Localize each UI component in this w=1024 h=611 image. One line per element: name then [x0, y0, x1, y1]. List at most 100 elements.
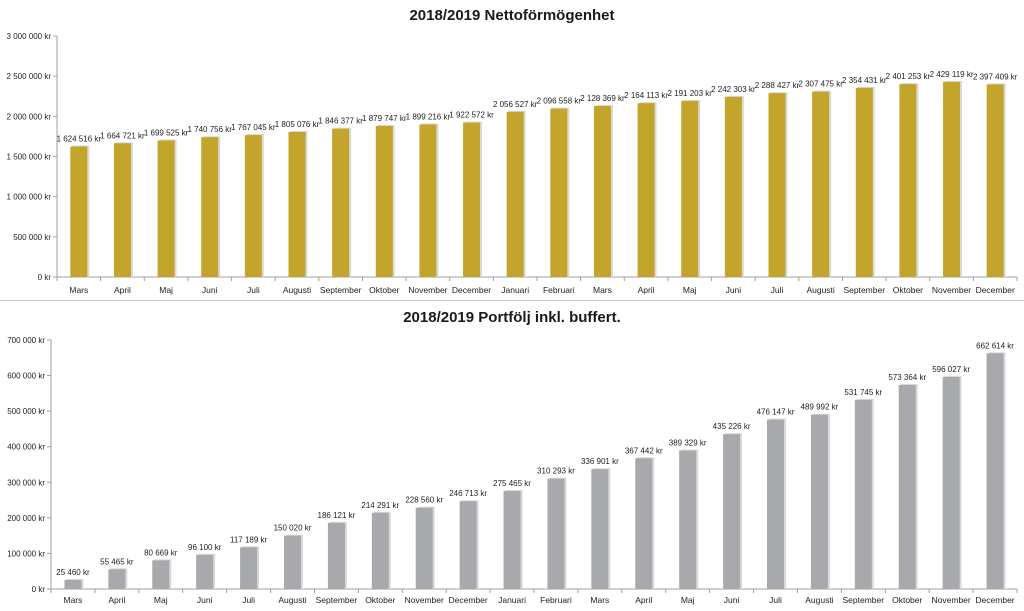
x-tick-label: Februari [540, 595, 572, 605]
x-tick-label: Oktober [369, 285, 399, 295]
data-label: 2 128 369 kr [580, 94, 625, 103]
bar [547, 478, 565, 589]
data-label: 25 460 kr [56, 568, 90, 577]
data-label: 55 465 kr [100, 557, 134, 566]
data-label: 1 664 721 kr [100, 131, 145, 140]
x-tick-label: December [976, 285, 1015, 295]
data-label: 2 354 431 kr [842, 76, 887, 85]
bar [810, 414, 828, 589]
bar [593, 106, 611, 277]
x-tick-label: Augusti [806, 285, 834, 295]
bar [327, 522, 345, 589]
data-label: 1 922 572 kr [449, 111, 494, 120]
x-tick-label: November [408, 285, 447, 295]
y-tick-label: 1 000 000 kr [7, 193, 52, 202]
bar [415, 507, 433, 589]
y-tick-label: 200 000 kr [7, 514, 45, 523]
data-label: 310 293 kr [537, 467, 575, 476]
bar [157, 140, 175, 277]
y-tick-label: 500 000 kr [13, 233, 51, 242]
y-tick-label: 700 000 kr [7, 336, 45, 345]
data-label: 117 189 kr [230, 535, 268, 544]
x-tick-label: April [635, 595, 652, 605]
bar [459, 501, 477, 589]
bar [724, 96, 742, 278]
data-label: 2 096 558 kr [537, 97, 582, 106]
x-tick-label: Juli [769, 595, 782, 605]
bar-chart-svg: 0 kr 100 000 kr 200 000 kr 300 000 kr 400 00… [7, 336, 1018, 605]
bar [419, 124, 437, 277]
data-label: 2 191 203 kr [667, 89, 712, 98]
data-label: 489 992 kr [801, 403, 839, 412]
data-label: 1 624 516 kr [57, 134, 102, 143]
bar [898, 385, 916, 589]
y-tick-label: 1 500 000 kr [7, 153, 52, 162]
x-tick-label: December [452, 285, 491, 295]
x-tick-label: Januari [498, 595, 526, 605]
data-label: 2 397 409 kr [973, 72, 1018, 81]
y-tick-label: 500 000 kr [7, 407, 45, 416]
x-tick-label: Januari [501, 285, 529, 295]
bar [284, 535, 301, 589]
data-label: 1 805 076 kr [275, 120, 320, 129]
x-tick-label: December [449, 595, 488, 605]
data-label: 2 288 427 kr [755, 81, 800, 90]
x-tick-label: Juli [771, 285, 784, 295]
x-tick-label: September [843, 285, 885, 295]
x-tick-label: November [405, 595, 444, 605]
data-label: 2 164 113 kr [624, 91, 668, 100]
data-label: 367 442 kr [625, 446, 663, 455]
x-tick-label: Mars [590, 595, 609, 605]
bar [768, 93, 786, 278]
x-tick-label: Augusti [805, 595, 833, 605]
data-label: 435 226 kr [713, 422, 751, 431]
bar [591, 469, 609, 589]
x-tick-label: Februari [543, 285, 575, 295]
bar [152, 560, 170, 589]
bar [637, 103, 655, 277]
bar [679, 450, 697, 589]
data-label: 186 121 kr [318, 511, 356, 520]
y-tick-label: 400 000 kr [7, 443, 45, 452]
x-tick-label: Juli [247, 285, 260, 295]
bar [108, 569, 126, 589]
x-tick-label: September [320, 285, 362, 295]
bar [943, 81, 961, 277]
y-tick-label: 2 000 000 kr [7, 112, 52, 121]
bar [812, 91, 830, 277]
bar [767, 419, 784, 589]
bar [240, 547, 258, 589]
x-tick-label: Oktober [893, 285, 923, 295]
data-label: 2 401 253 kr [886, 72, 931, 81]
data-label: 96 100 kr [188, 543, 222, 552]
bar [70, 146, 88, 277]
x-tick-label: Mars [69, 285, 88, 295]
x-tick-label: September [316, 595, 358, 605]
bar [986, 353, 1004, 589]
bar [371, 512, 389, 589]
data-label: 662 614 kr [976, 341, 1014, 350]
x-tick-label: Juni [726, 285, 742, 295]
bar [244, 135, 262, 277]
x-tick-label: December [975, 595, 1014, 605]
data-label: 531 745 kr [844, 388, 882, 397]
bar [854, 399, 872, 589]
data-label: 1 846 377 kr [318, 117, 363, 126]
x-tick-label: Mars [593, 285, 612, 295]
data-label: 2 056 527 kr [493, 100, 538, 109]
x-tick-label: September [843, 595, 885, 605]
bar [899, 84, 917, 278]
bar [942, 376, 960, 589]
x-tick-label: April [114, 285, 131, 295]
x-tick-label: November [932, 285, 971, 295]
y-tick-label: 3 000 000 kr [7, 32, 52, 41]
chart-title: 2018/2019 Nettoförmögenhet [409, 7, 615, 24]
bar [375, 125, 393, 278]
data-label: 1 879 747 kr [362, 114, 407, 123]
y-tick-label: 300 000 kr [7, 478, 45, 487]
x-tick-label: Oktober [892, 595, 922, 605]
x-tick-label: Maj [154, 595, 168, 605]
data-label: 2 307 475 kr [798, 80, 843, 89]
data-label: 476 147 kr [757, 408, 795, 417]
x-tick-label: April [108, 595, 125, 605]
